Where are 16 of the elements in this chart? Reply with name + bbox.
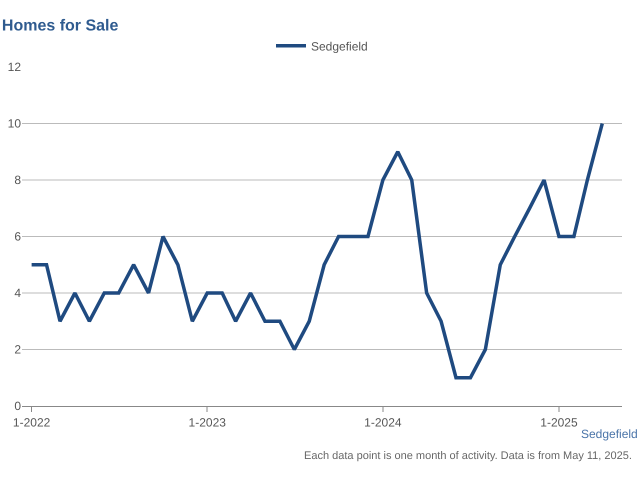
y-tick-label: 8 (14, 173, 22, 188)
y-tick-label: 0 (14, 399, 22, 414)
x-axis-title: Sedgefield (581, 427, 638, 441)
legend-label: Sedgefield (311, 39, 368, 54)
y-tick-label: 12 (8, 60, 22, 74)
x-tick-label: 1-2024 (364, 415, 402, 430)
y-tick-label: 2 (14, 342, 22, 357)
chart-title: Homes for Sale (2, 17, 119, 34)
x-tick-label: 1-2025 (540, 415, 578, 430)
x-tick-label: 1-2023 (188, 415, 226, 430)
line-series (30, 122, 604, 380)
y-tick-label: 4 (14, 286, 22, 300)
x-tick-label: 1-2022 (12, 415, 51, 430)
y-tick-label: 10 (8, 116, 22, 131)
y-tick-label: 6 (14, 230, 22, 244)
text: Each data point is one month of activity. Data is from May 11, 2025. (304, 450, 632, 462)
